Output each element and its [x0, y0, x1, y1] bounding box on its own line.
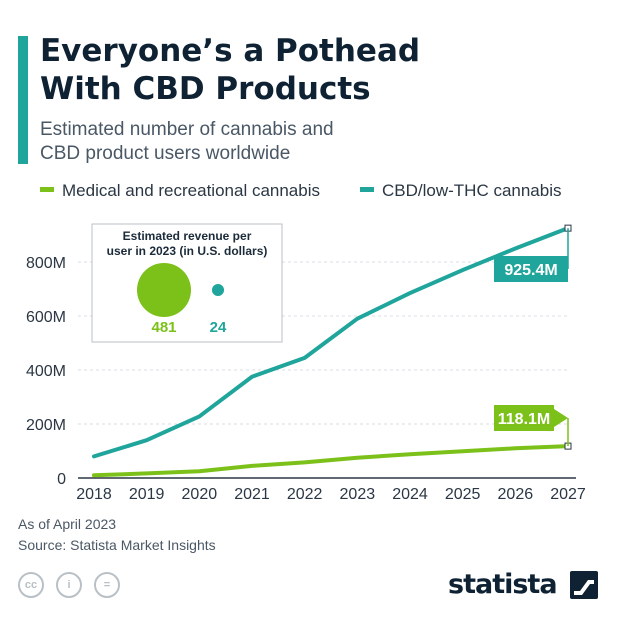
- person-icon[interactable]: i: [56, 572, 82, 598]
- footer-note: As of April 2023: [18, 516, 117, 532]
- x-tick-label: 2018: [76, 486, 112, 503]
- inset-value-label: 481: [151, 319, 176, 336]
- footer-source: Source: Statista Market Insights: [18, 537, 216, 553]
- callout-box: [494, 405, 554, 431]
- chart-title: Everyone’s a Pothead With CBD Products: [40, 32, 600, 108]
- chart-title-line-2: With CBD Products: [40, 71, 371, 107]
- chart-title-line-1: Everyone’s a Pothead: [40, 33, 421, 69]
- inset-bubble-cbd: [211, 283, 225, 297]
- y-tick-label: 0: [57, 471, 66, 488]
- inset-value-label: 24: [210, 319, 227, 336]
- equals-icon[interactable]: =: [94, 572, 120, 598]
- series-line-cbd: [92, 226, 570, 459]
- inset-title-line-2: user in 2023 (in U.S. dollars): [107, 244, 268, 258]
- x-tick-label: 2027: [550, 486, 586, 503]
- series-line-medical: [92, 444, 570, 478]
- legend-swatch-cbd: [360, 187, 374, 193]
- inset-title-line-1: Estimated revenue per: [123, 229, 252, 243]
- legend-item-cbd: CBD/low-THC cannabis: [360, 181, 562, 201]
- statista-logo-icon: [570, 571, 598, 599]
- y-tick-label: 800M: [26, 255, 66, 272]
- x-tick-label: 2022: [287, 486, 323, 503]
- chart-subtitle-line-1: Estimated number of cannabis and: [40, 119, 334, 140]
- y-tick-label: 600M: [26, 309, 66, 326]
- x-tick-label: 2025: [445, 486, 481, 503]
- chart-footer: As of April 2023 Source: Statista Market…: [18, 514, 216, 556]
- inset-bubble-medical: [137, 263, 191, 317]
- title-accent-bar: [18, 36, 28, 164]
- x-tick-label: 2019: [129, 486, 165, 503]
- x-tick-label: 2020: [182, 486, 218, 503]
- brand-name: statista: [448, 569, 558, 600]
- legend-swatch-medical: [40, 187, 54, 193]
- callout-box: [494, 256, 568, 282]
- x-tick-label: 2023: [340, 486, 376, 503]
- x-tick-label: 2026: [498, 486, 534, 503]
- chart-subtitle: Estimated number of cannabis and CBD pro…: [40, 118, 600, 166]
- end-value-label: 925.4M: [504, 262, 557, 279]
- end-value-label: 118.1M: [498, 411, 550, 428]
- line-chart: 0 200M 400M 600M 800M 2018 2019 2020 2021 2022 202…: [26, 223, 586, 503]
- legend-item-medical: Medical and recreational cannabis: [40, 181, 320, 201]
- legend-label-medical: Medical and recreational cannabis: [62, 181, 320, 200]
- cc-icon[interactable]: cc: [18, 572, 44, 598]
- chart-subtitle-line-2: CBD product users worldwide: [40, 143, 291, 164]
- y-tick-label: 200M: [26, 417, 66, 434]
- callout-pointer: [554, 409, 568, 427]
- legend-label-cbd: CBD/low-THC cannabis: [382, 181, 562, 200]
- y-tick-label: 400M: [26, 363, 66, 380]
- x-tick-label: 2024: [392, 486, 428, 503]
- x-tick-label: 2021: [234, 486, 270, 503]
